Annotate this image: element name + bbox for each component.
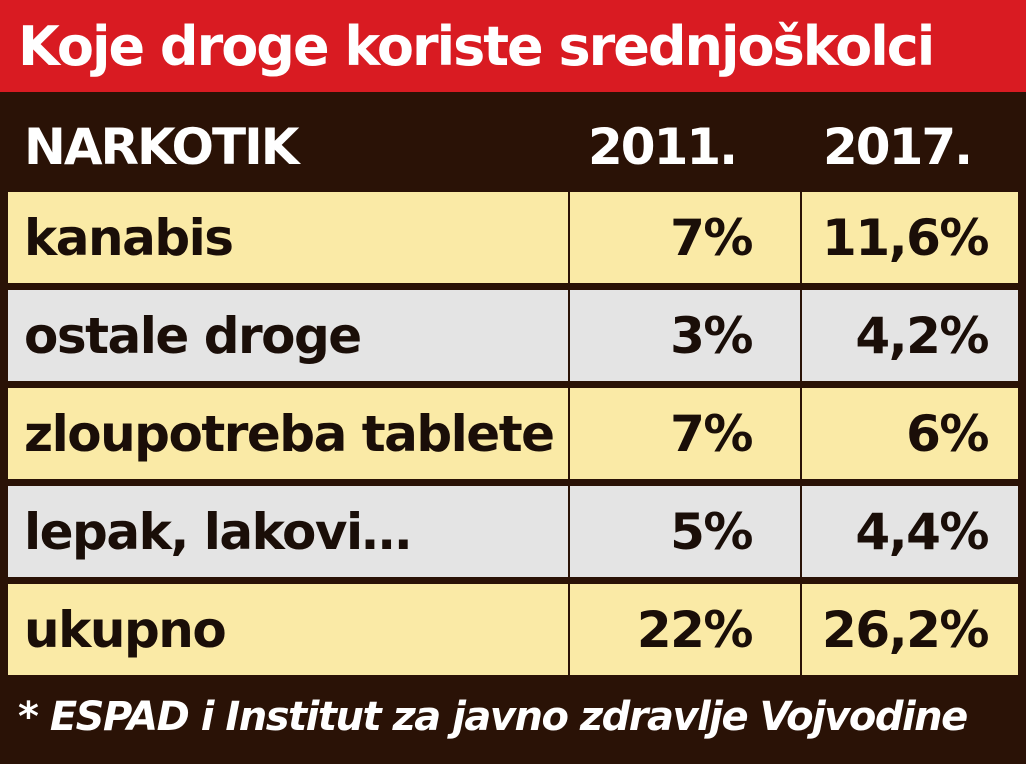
row-label: ukupno (8, 584, 568, 675)
table-header: NARKOTIK 2011. 2017. (0, 92, 1026, 192)
row-label: ostale droge (8, 290, 568, 381)
value-2017: 11,6% (802, 192, 1018, 283)
value-2011: 7% (570, 192, 800, 283)
value-2011: 3% (570, 290, 800, 381)
table-row: kanabis 7% 11,6% (8, 192, 1018, 283)
value-2017: 26,2% (802, 584, 1018, 675)
source-footnote: * ESPAD i Institut za javno zdravlje Voj… (18, 694, 968, 740)
value-2017: 4,2% (802, 290, 1018, 381)
table-row: ostale droge 3% 4,2% (8, 290, 1018, 381)
table-row: ukupno 22% 26,2% (8, 584, 1018, 675)
row-label: zloupotreba tablete (8, 388, 568, 479)
column-header-2017: 2017. (823, 118, 973, 176)
value-2017: 6% (802, 388, 1018, 479)
column-header-narkotik: NARKOTIK (24, 118, 300, 176)
row-label: kanabis (8, 192, 568, 283)
value-2011: 7% (570, 388, 800, 479)
table-row: zloupotreba tablete 7% 6% (8, 388, 1018, 479)
value-2011: 5% (570, 486, 800, 577)
row-label: lepak, lakovi… (8, 486, 568, 577)
value-2017: 4,4% (802, 486, 1018, 577)
column-header-2011: 2011. (588, 118, 738, 176)
chart-title: Koje droge koriste srednjoškolci (0, 0, 1026, 92)
value-2011: 22% (570, 584, 800, 675)
table-row: lepak, lakovi… 5% 4,4% (8, 486, 1018, 577)
